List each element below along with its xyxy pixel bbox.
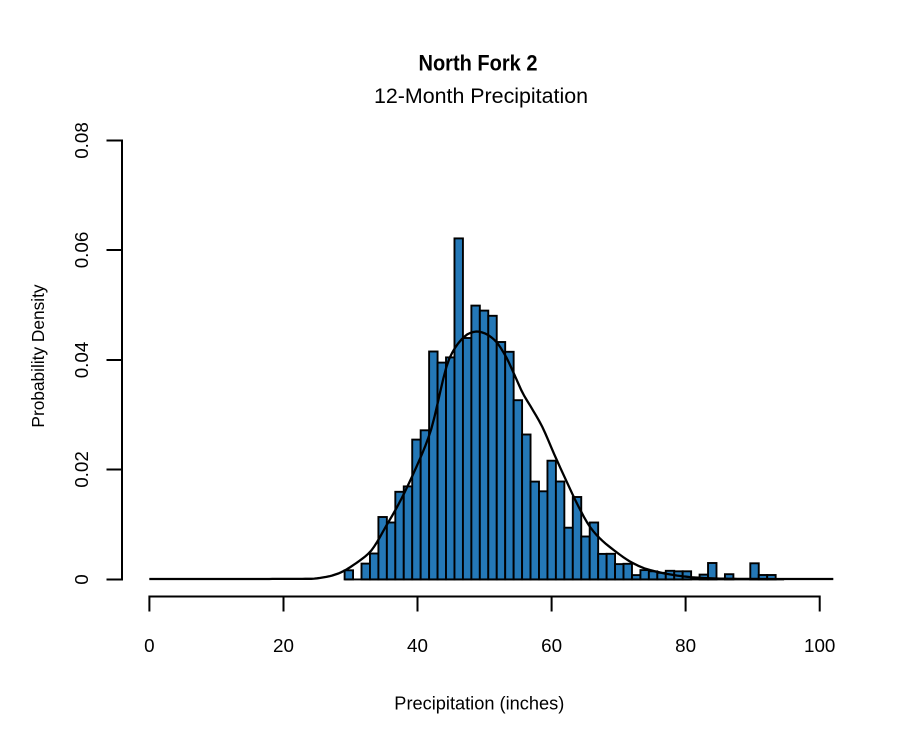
svg-text:0.04: 0.04 — [71, 342, 92, 379]
svg-text:0.08: 0.08 — [71, 122, 92, 159]
svg-text:0: 0 — [71, 574, 92, 584]
svg-text:20: 20 — [273, 635, 294, 656]
svg-text:Precipitation (inches): Precipitation (inches) — [394, 693, 564, 714]
svg-text:80: 80 — [675, 635, 696, 656]
svg-text:0: 0 — [144, 635, 154, 656]
svg-text:12-Month Precipitation: 12-Month Precipitation — [374, 84, 588, 108]
svg-text:Probability Density: Probability Density — [28, 284, 48, 427]
svg-text:100: 100 — [804, 635, 835, 656]
svg-text:North Fork 2: North Fork 2 — [419, 51, 538, 76]
svg-text:40: 40 — [407, 635, 428, 656]
svg-text:0.06: 0.06 — [71, 232, 92, 269]
svg-text:0.02: 0.02 — [71, 451, 92, 488]
svg-text:60: 60 — [541, 635, 562, 656]
